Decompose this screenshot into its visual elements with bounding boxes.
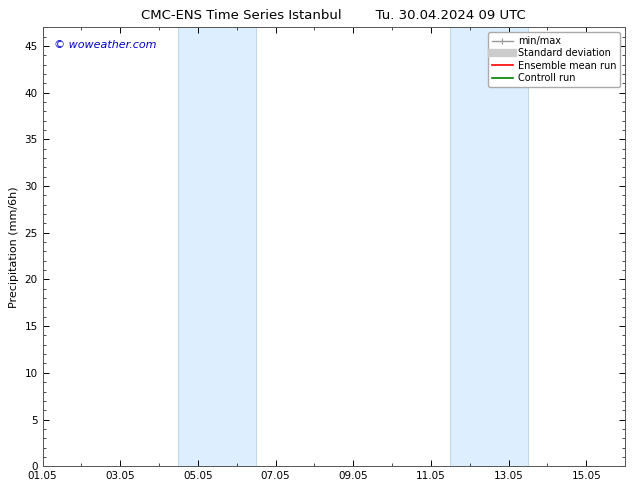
Bar [179, 27, 256, 466]
Y-axis label: Precipitation (mm/6h): Precipitation (mm/6h) [9, 186, 19, 308]
Bar [450, 27, 528, 466]
Title: CMC-ENS Time Series Istanbul        Tu. 30.04.2024 09 UTC: CMC-ENS Time Series Istanbul Tu. 30.04.2… [141, 9, 526, 22]
Text: © woweather.com: © woweather.com [54, 40, 157, 50]
Legend: min/max, Standard deviation, Ensemble mean run, Controll run: min/max, Standard deviation, Ensemble me… [488, 32, 620, 87]
